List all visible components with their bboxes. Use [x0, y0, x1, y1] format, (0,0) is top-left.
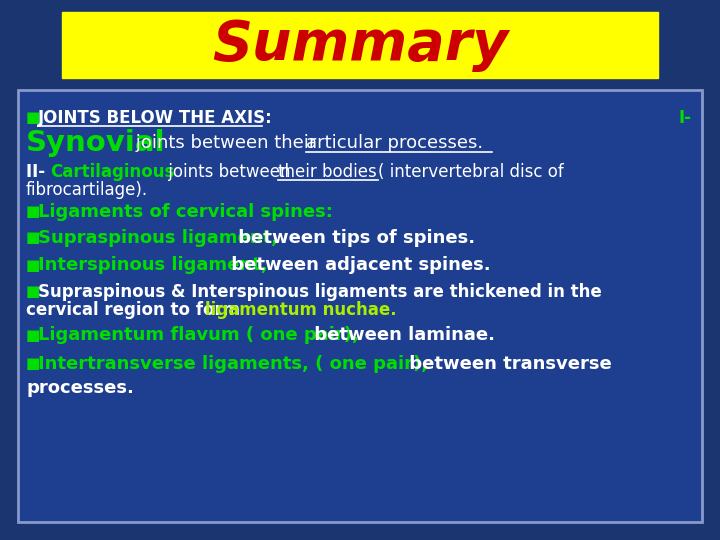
Text: ■: ■ — [26, 356, 40, 372]
Text: Supraspinous & Interspinous ligaments are thickened in the: Supraspinous & Interspinous ligaments ar… — [38, 283, 602, 301]
Text: Intertransverse ligaments, ( one pair),: Intertransverse ligaments, ( one pair), — [38, 355, 428, 373]
Text: joints between: joints between — [163, 163, 296, 181]
Text: fibrocartilage).: fibrocartilage). — [26, 181, 148, 199]
Text: JOINTS BELOW THE AXIS:: JOINTS BELOW THE AXIS: — [38, 109, 273, 127]
Text: ligamentum nuchae.: ligamentum nuchae. — [205, 301, 397, 319]
Text: processes.: processes. — [26, 379, 134, 397]
Text: ■: ■ — [26, 205, 40, 219]
Text: Ligamentum flavum ( one pair),: Ligamentum flavum ( one pair), — [38, 326, 359, 344]
Text: ■: ■ — [26, 231, 40, 246]
Text: Supraspinous ligament,: Supraspinous ligament, — [38, 229, 278, 247]
Text: II-: II- — [26, 163, 51, 181]
Text: ■: ■ — [26, 285, 40, 300]
FancyBboxPatch shape — [18, 90, 702, 522]
FancyBboxPatch shape — [62, 12, 658, 78]
Text: Ligaments of cervical spines:: Ligaments of cervical spines: — [38, 203, 333, 221]
Text: Synovial: Synovial — [26, 129, 166, 157]
Text: joints between their: joints between their — [130, 134, 322, 152]
Text: cervical region to form: cervical region to form — [26, 301, 246, 319]
Text: Summary: Summary — [212, 18, 508, 72]
Text: their bodies: their bodies — [278, 163, 382, 181]
Text: between transverse: between transverse — [403, 355, 612, 373]
Text: Interspinous ligament,: Interspinous ligament, — [38, 256, 268, 274]
Text: ■: ■ — [26, 258, 40, 273]
Text: articular processes.: articular processes. — [306, 134, 483, 152]
Text: ■: ■ — [26, 111, 40, 125]
Text: ( intervertebral disc of: ( intervertebral disc of — [378, 163, 564, 181]
Text: between laminae.: between laminae. — [308, 326, 495, 344]
Text: ■: ■ — [26, 327, 40, 342]
Text: I-: I- — [679, 109, 692, 127]
Text: between adjacent spines.: between adjacent spines. — [225, 256, 490, 274]
Text: Cartilaginous: Cartilaginous — [50, 163, 174, 181]
Text: between tips of spines.: between tips of spines. — [232, 229, 475, 247]
